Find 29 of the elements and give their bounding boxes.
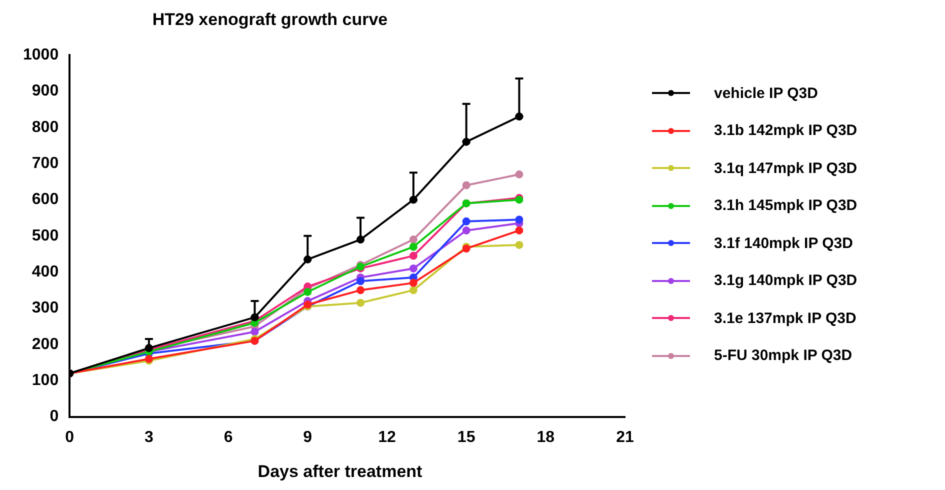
y-tick-label: 400 — [32, 263, 59, 280]
x-tick-label: 9 — [303, 428, 312, 446]
y-tick-label: 600 — [32, 191, 59, 208]
x-tick-label: 0 — [65, 428, 74, 446]
legend-label: 3.1e 137mpk IP Q3D — [714, 310, 856, 326]
x-tick-label: 15 — [457, 428, 476, 446]
x-tick-label: 6 — [224, 428, 233, 446]
legend-label: 3.1q 147mpk IP Q3D — [714, 160, 858, 176]
y-tick-label: 200 — [32, 336, 59, 353]
y-tick-label: 0 — [50, 408, 59, 426]
legend-label: 3.1b 142mpk IP Q3D — [714, 122, 858, 139]
y-tick-label: 700 — [32, 154, 59, 172]
x-axis-title: Days after treatment — [256, 462, 424, 482]
legend-label: 3.1g 140mpk IP Q3D — [714, 272, 858, 289]
x-tick-label: 3 — [144, 428, 154, 446]
legend-label: 3.1h 145mpk IP Q3D — [714, 197, 858, 214]
x-tick-label: 18 — [536, 428, 555, 446]
x-tick-label: 21 — [616, 428, 634, 446]
legend-label: vehicle IP Q3D — [714, 84, 818, 102]
y-tick-label: 500 — [32, 227, 59, 244]
y-tick-label: 100 — [32, 372, 59, 390]
y-tick-label: 300 — [32, 300, 59, 317]
chart-title: HT29 xenograft growth curve — [151, 10, 389, 30]
y-tick-label: 900 — [32, 82, 59, 100]
x-tick-label: 12 — [378, 428, 396, 446]
y-tick-label: 800 — [32, 118, 59, 136]
y-tick-label: 1000 — [23, 46, 59, 64]
legend-label: 5-FU 30mpk IP Q3D — [714, 347, 852, 364]
legend-label: 3.1f 140mpk IP Q3D — [714, 234, 853, 252]
